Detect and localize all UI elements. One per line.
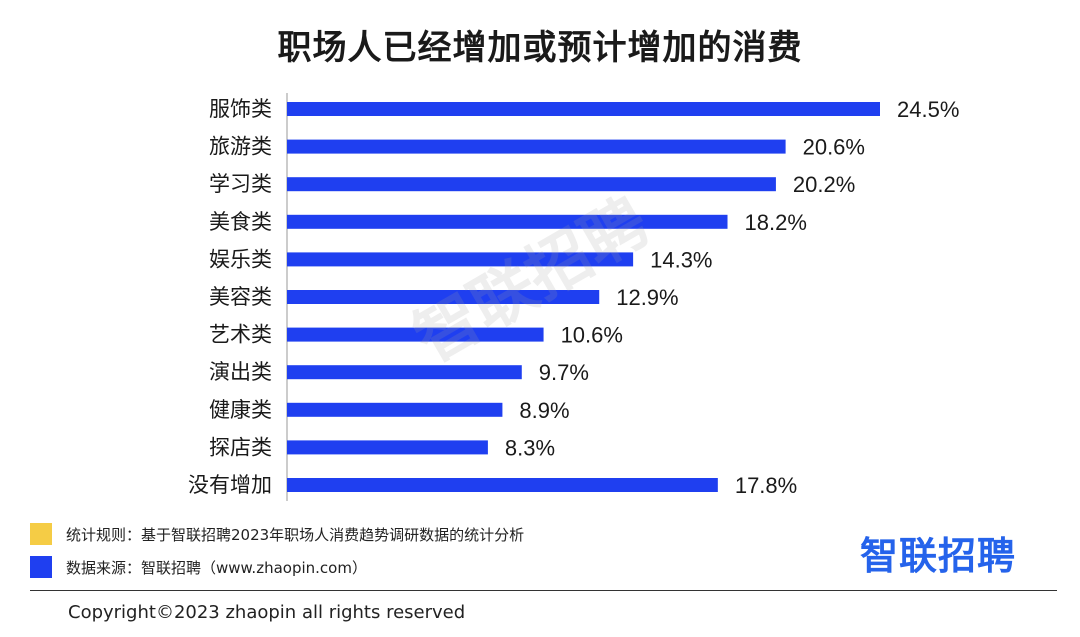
legend-note-text: 统计规则：基于智联招聘2023年职场人消费趋势调研数据的统计分析 xyxy=(66,525,525,544)
legend-note: 统计规则：基于智联招聘2023年职场人消费趋势调研数据的统计分析 xyxy=(30,523,524,545)
category-label: 娱乐类 xyxy=(209,247,272,271)
category-label: 服饰类 xyxy=(209,97,272,121)
divider xyxy=(30,590,1057,591)
category-label: 没有增加 xyxy=(188,473,272,497)
legend-source: 数据来源：智联招聘（www.zhaopin.com） xyxy=(30,556,367,578)
source-swatch xyxy=(30,556,52,578)
category-label: 美容类 xyxy=(209,285,272,309)
value-label: 20.6% xyxy=(803,135,865,160)
legend-source-text: 数据来源：智联招聘（www.zhaopin.com） xyxy=(66,558,367,577)
bar xyxy=(287,102,880,116)
category-label: 健康类 xyxy=(209,398,272,422)
value-label: 12.9% xyxy=(616,285,678,310)
value-label: 8.3% xyxy=(505,435,555,460)
value-label: 9.7% xyxy=(539,360,589,385)
bar xyxy=(287,440,488,455)
bar xyxy=(287,478,718,492)
zhaopin-logo: 智联招聘 xyxy=(860,534,1017,578)
copyright: Copyright©2023 zhaopin all rights reserv… xyxy=(68,602,466,623)
category-label: 演出类 xyxy=(209,360,272,384)
note-swatch xyxy=(30,523,52,545)
value-label: 8.9% xyxy=(519,398,569,423)
chart-title: 职场人已经增加或预计增加的消费 xyxy=(277,28,803,68)
category-label: 艺术类 xyxy=(209,323,272,347)
bar xyxy=(287,327,544,342)
bar xyxy=(287,214,728,229)
category-label: 旅游类 xyxy=(209,135,272,159)
bar xyxy=(287,402,503,417)
bar xyxy=(287,252,634,267)
value-label: 24.5% xyxy=(897,97,959,122)
value-label: 20.2% xyxy=(793,172,855,197)
category-label: 学习类 xyxy=(209,172,272,196)
value-label: 10.6% xyxy=(561,323,623,348)
bar xyxy=(287,365,522,380)
bar-chart: 服饰类 24.5% 旅游类 20.6% 学习类 20.2% 美食类 18.2% 娱乐类 14.3%… xyxy=(188,93,959,501)
bar xyxy=(287,177,776,192)
value-label: 14.3% xyxy=(650,247,712,272)
category-label: 美食类 xyxy=(209,210,272,234)
value-label: 17.8% xyxy=(735,473,797,498)
bar xyxy=(287,139,786,154)
category-label: 探店类 xyxy=(209,435,272,459)
value-label: 18.2% xyxy=(745,210,807,235)
bar xyxy=(287,290,600,304)
